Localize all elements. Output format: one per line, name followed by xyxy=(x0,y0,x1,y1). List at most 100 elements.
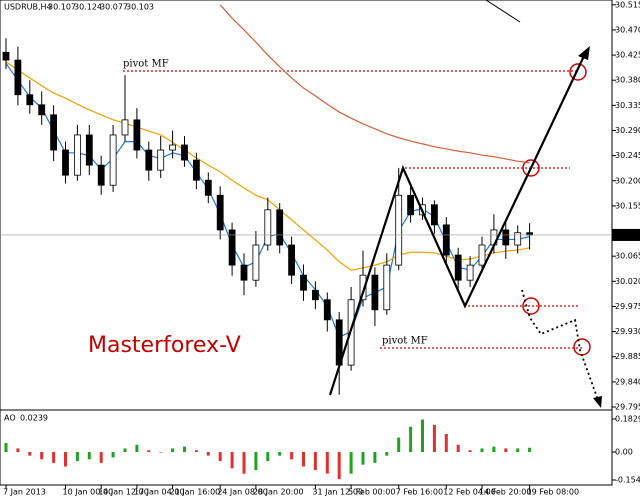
y-tick-label: 30.020 xyxy=(615,277,640,286)
candle-body xyxy=(97,164,105,186)
y-tick-label: 30.155 xyxy=(615,201,640,210)
candle-body xyxy=(442,224,450,256)
ao-bar xyxy=(147,450,151,453)
candle-body xyxy=(454,254,462,281)
y-tick-label: 0.00 xyxy=(615,448,633,457)
y-tick-label: 30.335 xyxy=(615,101,640,110)
ao-bar xyxy=(456,444,460,453)
ao-bar xyxy=(254,452,258,471)
y-tick-label: 0.1829 xyxy=(615,415,640,424)
ao-bar xyxy=(516,448,520,453)
candle-body xyxy=(502,229,510,246)
ao-bar xyxy=(242,452,246,474)
trend-line xyxy=(485,0,521,23)
ao-bar xyxy=(385,452,389,456)
ao-bar xyxy=(183,446,186,453)
ao-bar xyxy=(373,452,377,463)
ao-value: 0.0239 xyxy=(20,414,48,423)
y-tick-label: 29.885 xyxy=(615,352,640,361)
y-tick-label: 30.290 xyxy=(615,126,640,135)
ao-bar xyxy=(16,448,20,453)
ao-bar xyxy=(325,452,329,474)
pivot-lines xyxy=(123,70,582,349)
candle-body xyxy=(216,194,224,231)
ao-bar xyxy=(290,452,294,460)
x-tick-label: 17 Jan 04:00 xyxy=(134,488,185,497)
x-tick-label: 7 Feb 16:00 xyxy=(396,488,443,497)
price-box xyxy=(612,228,640,241)
header-close: 30.103 xyxy=(126,3,154,12)
candle-body xyxy=(109,134,117,186)
candle-body xyxy=(240,264,248,281)
candle-body xyxy=(62,149,69,176)
candle-body xyxy=(26,94,34,106)
y-tick-label: 29.840 xyxy=(615,377,640,386)
ao-bar xyxy=(99,452,103,463)
candle-body xyxy=(133,119,141,151)
candle-body xyxy=(514,232,522,246)
x-tick-label: 19 Feb 08:00 xyxy=(527,488,579,497)
ao-bar xyxy=(302,452,305,467)
zigzag xyxy=(328,46,602,408)
ao-bar xyxy=(230,452,234,469)
ao-bar xyxy=(278,452,282,456)
ao-bar xyxy=(492,446,496,453)
candle-body xyxy=(181,144,188,161)
x-tick-label: 12 Feb 04:00 xyxy=(443,488,495,497)
y-tick-label: 30.425 xyxy=(615,51,640,60)
header-high: 30.124 xyxy=(74,3,102,12)
symbol: USDRUB,H4 xyxy=(4,3,52,12)
candle-body xyxy=(478,244,486,266)
ao-bar xyxy=(194,450,198,453)
y-tick-label: 29.975 xyxy=(615,302,640,311)
ao-bar xyxy=(337,452,341,480)
ao-bar xyxy=(171,448,175,453)
ao-title: AO xyxy=(4,414,16,423)
target-circle xyxy=(569,63,587,81)
candle-body xyxy=(526,232,533,236)
candle-body xyxy=(228,229,236,266)
arrow-head xyxy=(593,396,602,408)
candle-body xyxy=(359,274,367,301)
ao-bar xyxy=(504,448,508,453)
ao-bar xyxy=(361,452,365,465)
candle-body xyxy=(288,244,296,276)
y-tick-label: 30.515 xyxy=(615,0,640,9)
x-tick-label: 10 Jan 00:00 xyxy=(63,488,114,497)
header-low: 30.077 xyxy=(100,3,128,12)
candle-body xyxy=(252,244,260,281)
target-circle xyxy=(522,159,540,177)
ao-bar xyxy=(206,452,210,456)
candle-body xyxy=(430,204,438,226)
price-label: 30.103 xyxy=(614,230,640,239)
y-tick-label: -0.1548 xyxy=(615,475,640,484)
ao-bar xyxy=(266,452,270,462)
ao-bar xyxy=(480,448,484,453)
candle-body xyxy=(466,264,474,281)
ao-bar xyxy=(111,452,115,458)
ao-bar xyxy=(4,443,8,453)
ao-bar xyxy=(87,452,91,460)
candle-body xyxy=(204,179,212,196)
candle-body xyxy=(311,289,319,301)
header-open: 30.107 xyxy=(48,3,76,12)
ao-bar xyxy=(468,450,472,453)
candle-body xyxy=(157,149,165,171)
candle-body xyxy=(192,159,200,181)
ao-bar xyxy=(421,419,424,453)
annotation: pivot MF xyxy=(123,59,169,70)
ao-bar xyxy=(409,426,413,453)
x-tick-label: 7 Jan 2013 xyxy=(3,488,46,497)
y-tick-label: 30.065 xyxy=(615,252,640,261)
y-tick-label: 29.795 xyxy=(615,403,640,412)
watermark: Masterforex-V xyxy=(88,333,241,358)
arrow-head xyxy=(578,46,590,60)
plot-frame xyxy=(0,0,613,486)
x-tick-label: 28 Jan 20:00 xyxy=(253,488,304,497)
candle-body xyxy=(14,59,22,96)
ao-bar xyxy=(75,452,79,462)
ao-bar xyxy=(397,437,401,453)
x-tick-label: 21 Jan 16:00 xyxy=(170,488,221,497)
candle-body xyxy=(264,209,272,246)
